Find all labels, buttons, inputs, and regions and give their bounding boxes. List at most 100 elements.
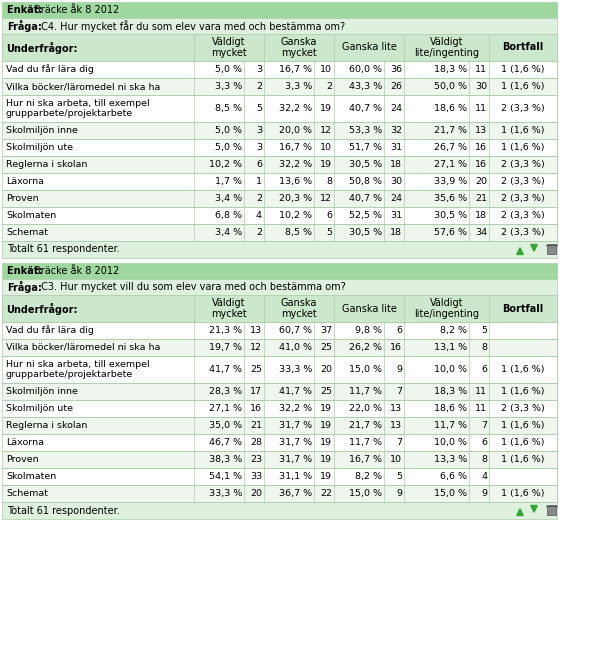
Text: 32,2 %: 32,2 % (279, 104, 312, 113)
Text: 11: 11 (475, 387, 487, 396)
Bar (2, 434, 557, 451)
Text: 5: 5 (396, 472, 402, 481)
Text: 30,5 %: 30,5 % (349, 160, 382, 169)
Text: 18,6 %: 18,6 % (434, 104, 467, 113)
Bar (2, 61, 557, 78)
Bar (2, 241, 557, 258)
Text: 13,3 %: 13,3 % (434, 455, 467, 464)
Text: 19: 19 (320, 421, 332, 430)
Text: 23: 23 (250, 455, 262, 464)
Text: 11: 11 (475, 104, 487, 113)
Bar (2, 451, 557, 468)
Text: 10,0 %: 10,0 % (434, 365, 467, 374)
Text: Fråga:: Fråga: (7, 281, 42, 293)
Text: 33: 33 (250, 472, 262, 481)
Text: 16: 16 (475, 143, 487, 152)
Text: Väldigt
mycket: Väldigt mycket (211, 298, 247, 319)
Text: 26,2 %: 26,2 % (349, 343, 382, 352)
Text: 35,6 %: 35,6 % (434, 194, 467, 203)
Text: Skolmiljön ute: Skolmiljön ute (6, 404, 73, 413)
Bar (2, 173, 557, 190)
Bar (2, 207, 557, 224)
Text: 3: 3 (256, 65, 262, 74)
Text: Skolmaten: Skolmaten (6, 472, 56, 481)
Text: Bortfall: Bortfall (502, 43, 544, 52)
Text: 20: 20 (320, 365, 332, 374)
Text: 4: 4 (481, 472, 487, 481)
Text: 41,7 %: 41,7 % (279, 387, 312, 396)
Text: 1 (1,6 %): 1 (1,6 %) (501, 82, 545, 91)
Text: 11: 11 (475, 404, 487, 413)
Text: Väldigt
lite/ingenting: Väldigt lite/ingenting (414, 298, 479, 319)
Text: 15,0 %: 15,0 % (434, 489, 467, 498)
Text: 7: 7 (396, 387, 402, 396)
Text: 11,7 %: 11,7 % (434, 421, 467, 430)
Text: 13: 13 (390, 421, 402, 430)
Text: Ganska
mycket: Ganska mycket (281, 37, 317, 58)
Text: 3,4 %: 3,4 % (215, 194, 242, 203)
Text: Skolmiljön inne: Skolmiljön inne (6, 126, 78, 135)
Text: Enkät:: Enkät: (7, 266, 46, 276)
Text: 51,7 %: 51,7 % (349, 143, 382, 152)
Text: 27,1 %: 27,1 % (434, 160, 467, 169)
Text: 19: 19 (320, 472, 332, 481)
Text: 26,7 %: 26,7 % (434, 143, 467, 152)
Bar (2, 322, 557, 339)
Bar (2, 139, 557, 156)
Text: Totalt 61 respondenter.: Totalt 61 respondenter. (7, 245, 120, 255)
Text: 16,7 %: 16,7 % (279, 143, 312, 152)
Text: 3: 3 (256, 143, 262, 152)
Text: 30,5 %: 30,5 % (434, 211, 467, 220)
Text: 41,0 %: 41,0 % (279, 343, 312, 352)
Text: 21: 21 (475, 194, 487, 203)
Text: 15,0 %: 15,0 % (349, 365, 382, 374)
Text: 1 (1,6 %): 1 (1,6 %) (501, 438, 545, 447)
Bar (2, 190, 557, 207)
Text: 19: 19 (320, 455, 332, 464)
Text: 34: 34 (475, 228, 487, 237)
Text: 25: 25 (250, 365, 262, 374)
Bar (2, 156, 557, 173)
Text: 18: 18 (390, 228, 402, 237)
Bar (2, 485, 557, 502)
Bar (2, 279, 557, 295)
Text: 41,7 %: 41,7 % (209, 365, 242, 374)
Text: Bräcke åk 8 2012: Bräcke åk 8 2012 (34, 5, 119, 15)
Bar (2, 339, 557, 356)
Text: Proven: Proven (6, 194, 38, 203)
Text: 10: 10 (320, 65, 332, 74)
Text: 24: 24 (390, 194, 402, 203)
Text: 18: 18 (390, 160, 402, 169)
Text: 18,6 %: 18,6 % (434, 404, 467, 413)
Text: 37: 37 (320, 326, 332, 335)
Text: 21,7 %: 21,7 % (434, 126, 467, 135)
Bar (2, 356, 557, 383)
Text: 38,3 %: 38,3 % (209, 455, 242, 464)
Text: 31,7 %: 31,7 % (279, 421, 312, 430)
Text: 26: 26 (390, 82, 402, 91)
Text: 60,7 %: 60,7 % (279, 326, 312, 335)
Text: 13: 13 (250, 326, 262, 335)
Text: 8,2 %: 8,2 % (355, 472, 382, 481)
Bar (2, 383, 557, 400)
Text: 13: 13 (475, 126, 487, 135)
Text: 33,9 %: 33,9 % (434, 177, 467, 186)
Text: 4: 4 (256, 211, 262, 220)
Text: 9: 9 (396, 365, 402, 374)
Bar (2, 263, 557, 279)
Text: 21,7 %: 21,7 % (349, 421, 382, 430)
Text: 40,7 %: 40,7 % (349, 104, 382, 113)
Text: 16,7 %: 16,7 % (349, 455, 382, 464)
Text: 18: 18 (475, 211, 487, 220)
Text: 54,1 %: 54,1 % (209, 472, 242, 481)
Text: 35,0 %: 35,0 % (209, 421, 242, 430)
Text: 8,5 %: 8,5 % (285, 228, 312, 237)
Text: 12: 12 (320, 194, 332, 203)
Text: 15,0 %: 15,0 % (349, 489, 382, 498)
Text: 2: 2 (256, 228, 262, 237)
Text: Vad du får lära dig: Vad du får lära dig (6, 64, 94, 74)
Text: Väldigt
lite/ingenting: Väldigt lite/ingenting (414, 37, 479, 58)
Bar (547, 244, 556, 254)
Text: 6: 6 (481, 438, 487, 447)
Text: 52,5 %: 52,5 % (349, 211, 382, 220)
